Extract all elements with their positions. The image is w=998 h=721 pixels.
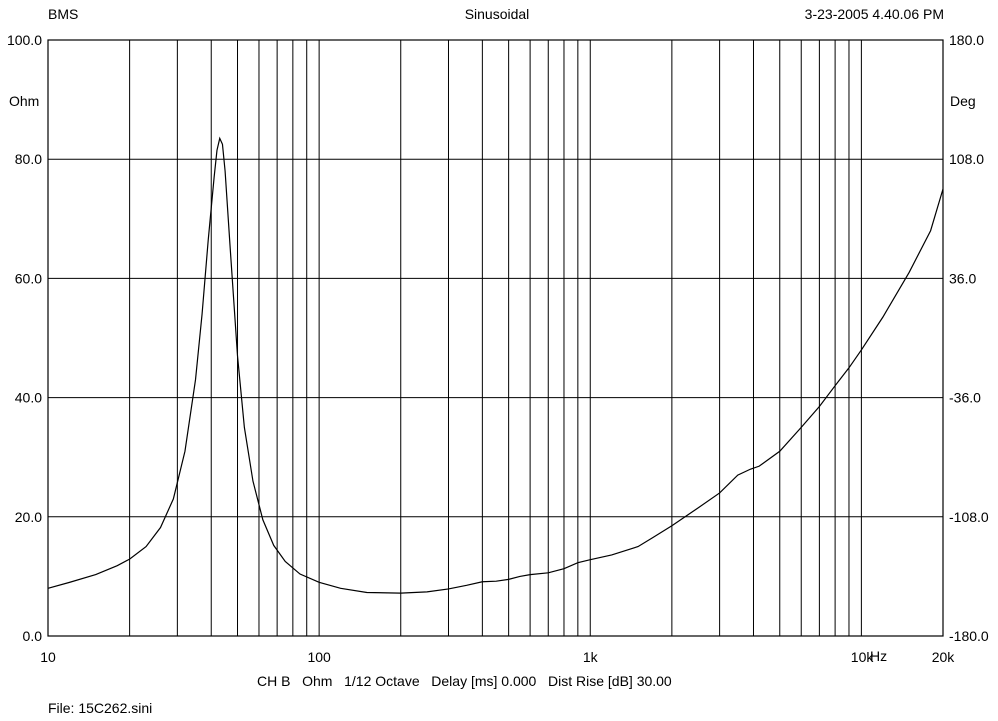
timestamp: 3-23-2005 4.40.06 PM xyxy=(804,6,944,22)
impedance-curve xyxy=(47,136,944,594)
y-tick-label-left: 20.0 xyxy=(15,509,42,525)
file-name: File: 15C262.sini xyxy=(48,700,153,716)
y-tick-label-right: 36.0 xyxy=(949,270,976,286)
y-tick-label-right: 180.0 xyxy=(949,32,984,48)
measurement-settings: CH B Ohm 1/12 Octave Delay [ms] 0.000 Di… xyxy=(257,673,672,689)
x-tick-label: 1k xyxy=(583,649,599,665)
impedance-chart: 0.0 -180.0 20.0 -108.0 40.0 -36.0 60.0 36.0 80.0… xyxy=(7,32,989,665)
header-left-label: BMS xyxy=(48,6,79,22)
tick-labels: 0.0 -180.0 20.0 -108.0 40.0 -36.0 60.0 36.0 80.0… xyxy=(7,32,989,665)
x-tick-label: 100 xyxy=(307,649,331,665)
grid-lines xyxy=(48,40,943,636)
chart-title: Sinusoidal xyxy=(464,6,530,22)
y-tick-label-right: 108.0 xyxy=(949,151,984,167)
y-tick-label-left: 80.0 xyxy=(15,151,42,167)
x-tick-label: 20k xyxy=(932,649,956,665)
x-axis-unit: Hz xyxy=(870,648,888,664)
y-tick-label-left: 100.0 xyxy=(7,32,42,48)
y-tick-label-left: 60.0 xyxy=(15,270,42,286)
x-tick-label: 10k xyxy=(851,649,875,665)
y-axis-unit-left: Ohm xyxy=(9,93,40,109)
y-tick-label-right: -108.0 xyxy=(949,509,989,525)
y-axis-unit-right: Deg xyxy=(950,93,976,109)
x-tick-label: 10 xyxy=(40,649,56,665)
y-tick-label-right: -36.0 xyxy=(949,390,981,406)
plot-frame xyxy=(47,39,944,637)
y-tick-label-left: 0.0 xyxy=(23,628,43,644)
y-tick-label-right: -180.0 xyxy=(949,628,989,644)
y-tick-label-left: 40.0 xyxy=(15,390,42,406)
